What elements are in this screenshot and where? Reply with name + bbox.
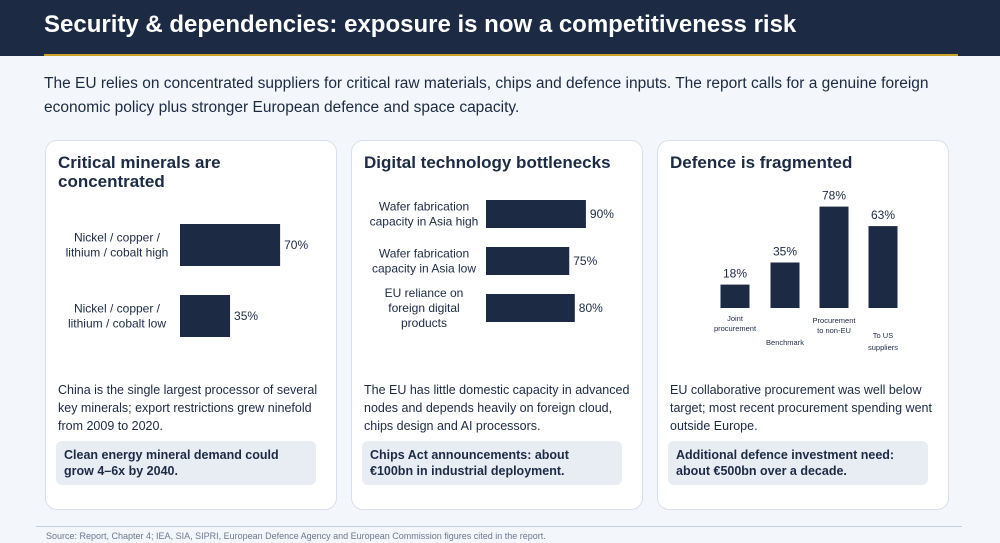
bar: [720, 284, 750, 308]
source-note: Source: Report, Chapter 4; IEA, SIA, SIP…: [46, 531, 546, 541]
card-defence: Defence is fragmented 18% Joint procuremen…: [657, 140, 949, 510]
bar: [180, 224, 281, 266]
header-bar: Security & dependencies: exposure is now…: [0, 0, 1000, 56]
defence-bar-chart: 18% Joint procurement 35% Benchmark 78% Procur…: [714, 189, 898, 352]
value-label: 78%: [822, 189, 846, 203]
card-digital-technology: Digital technology bottlenecks Wafer fab…: [351, 140, 643, 510]
category-label: Benchmark: [766, 338, 804, 347]
bar: [486, 247, 570, 275]
category-label: EU reliance on foreign digital products: [385, 286, 464, 330]
value-label: 35%: [234, 309, 258, 323]
category-label: Wafer fabrication capacity in Asia low: [372, 247, 476, 276]
bar: [486, 294, 575, 322]
value-label: 75%: [573, 254, 597, 268]
card-description: EU collaborative procurement was well be…: [670, 383, 932, 433]
bar: [770, 262, 800, 308]
minerals-bar-chart: Nickel / copper / lithium / cobalt high 70…: [66, 224, 308, 337]
category-label: Joint procurement: [714, 314, 757, 333]
category-label: Nickel / copper / lithium / cobalt high: [66, 231, 169, 260]
card-callout: Clean energy mineral demand could grow 4…: [56, 441, 316, 485]
card-description: The EU has little domestic capacity in a…: [364, 383, 630, 433]
bar: [180, 295, 231, 337]
category-label: To US suppliers: [868, 331, 898, 352]
card-description: China is the single largest processor of…: [58, 383, 318, 433]
card-callout: Chips Act announcements: about €100bn in…: [362, 441, 622, 485]
category-label: Wafer fabrication capacity in Asia high: [370, 200, 479, 229]
value-label: 35%: [773, 245, 797, 259]
bar: [868, 226, 898, 308]
category-label: Procurement to non-EU: [813, 316, 857, 335]
card-title: Digital technology bottlenecks: [364, 153, 611, 172]
value-label: 80%: [579, 301, 603, 315]
footer-rule: [36, 526, 962, 527]
intro-text: The EU relies on concentrated suppliers …: [44, 75, 929, 116]
card-title: Critical minerals are concentrated: [58, 153, 221, 191]
value-label: 18%: [723, 267, 747, 281]
category-label: Nickel / copper / lithium / cobalt low: [68, 302, 166, 331]
card-callout: Additional defence investment need: abou…: [668, 441, 928, 485]
card-critical-minerals: Critical minerals are concentrated Nicke…: [45, 140, 337, 510]
digital-bar-chart: Wafer fabrication capacity in Asia high 90…: [370, 200, 615, 331]
bar: [486, 200, 586, 228]
bar: [819, 206, 849, 308]
card-title: Defence is fragmented: [670, 153, 853, 172]
value-label: 70%: [284, 238, 308, 252]
value-label: 63%: [871, 208, 895, 222]
value-label: 90%: [590, 207, 614, 221]
page-title: Security & dependencies: exposure is now…: [44, 11, 797, 38]
header-accent-rule: [44, 54, 958, 56]
